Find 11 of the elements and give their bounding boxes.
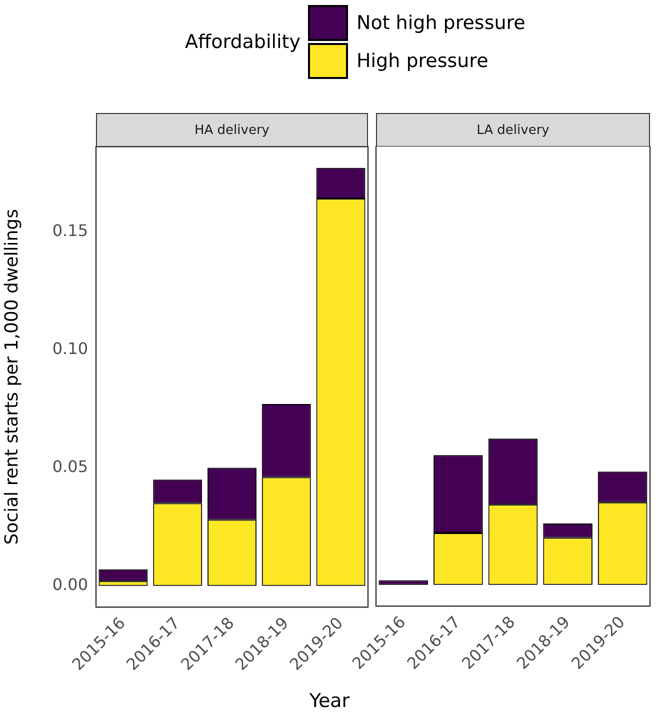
chart-title: LA delivery	[376, 113, 650, 146]
y-tick-label: 0.00	[52, 575, 88, 594]
y-tick-label: 0.10	[52, 338, 88, 358]
legend-label: Not high pressure	[356, 12, 526, 34]
chart-title: HA delivery	[96, 113, 368, 146]
y-tick-label: 0.15	[52, 220, 88, 240]
legend-label: High pressure	[356, 50, 488, 72]
y-axis-title: Social rent starts per 1,000 dwellings	[1, 209, 22, 545]
x-axis-title: Year	[308, 690, 351, 712]
y-tick-label: 0.05	[52, 456, 88, 476]
legend-title: Affordability	[185, 31, 300, 53]
